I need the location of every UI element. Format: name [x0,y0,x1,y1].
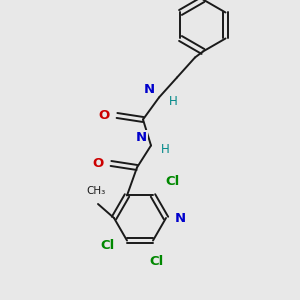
Text: Cl: Cl [101,239,115,252]
Text: O: O [93,157,104,170]
Text: Cl: Cl [165,176,179,188]
Text: N: N [136,131,147,145]
Text: CH₃: CH₃ [86,186,106,196]
Text: Cl: Cl [149,254,163,268]
Text: N: N [144,83,155,97]
Text: H: H [161,143,170,156]
Text: N: N [175,212,186,224]
Text: O: O [99,109,110,122]
Text: H: H [169,95,178,108]
